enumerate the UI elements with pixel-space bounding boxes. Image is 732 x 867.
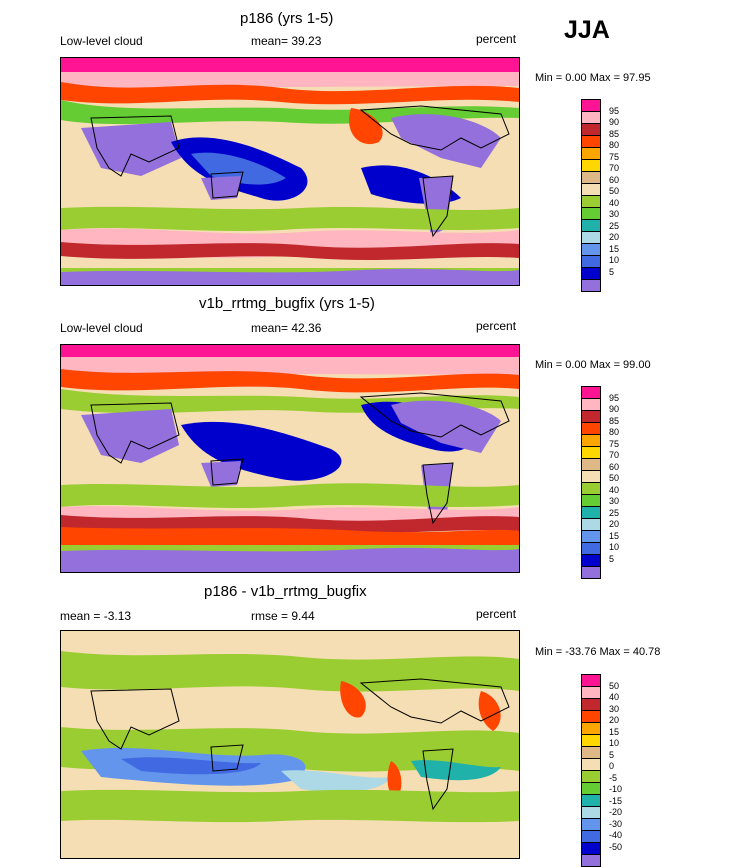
colorbar-label: 50 [609,680,620,691]
colorbar-label: 25 [609,220,620,231]
panel1-colorbar [581,99,601,292]
panel1-minmax: Min = 0.00 Max = 97.95 [535,72,651,84]
season-label: JJA [564,16,610,44]
colorbar-label: 10 [609,542,620,552]
panel3-title: p186 - v1b_rrtmg_bugfix [204,583,367,600]
colorbar-label: 95 [609,105,620,116]
colorbar-label: 15 [609,243,620,254]
panel3-mean: mean = -3.13 [60,609,132,623]
panel2-title: v1b_rrtmg_bugfix (yrs 1-5) [199,295,375,312]
colorbar-label: 70 [609,450,620,460]
panel3-colorbar [581,674,601,867]
colorbar-label: 40 [609,692,620,702]
colorbar-label: 40 [609,197,620,208]
colorbar-label: -30 [609,818,623,829]
colorbar-label: 80 [609,140,620,150]
panel1-title: p186 (yrs 1-5) [240,10,334,27]
panel3-rmse: rmse = 9.44 [251,609,315,623]
colorbar-label: 25 [609,507,620,518]
colorbar-label: 85 [609,415,620,426]
colorbar-label: 0 [609,761,615,771]
colorbar-label: 50 [609,186,620,196]
colorbar-label: 75 [609,438,620,449]
colorbar-label: 20 [609,519,620,529]
colorbar-swatch [581,279,601,292]
colorbar-label: 5 [609,749,615,760]
colorbar-label: 30 [609,496,620,506]
colorbar-label: -50 [609,841,623,852]
panel2-minmax: Min = 0.00 Max = 99.00 [535,359,651,371]
colorbar-label: 60 [609,174,620,185]
panel3-minmax: Min = -33.76 Max = 40.78 [535,646,661,658]
colorbar-label: 5 [609,553,615,564]
colorbar-label: 30 [609,703,620,714]
colorbar-label: 75 [609,151,620,162]
colorbar-label: 10 [609,255,620,265]
panel2-map-field [61,345,519,572]
colorbar-label: 95 [609,392,620,403]
colorbar-label: 5 [609,266,615,277]
colorbar-label: 10 [609,738,620,748]
colorbar-label: 15 [609,726,620,737]
panel2-colorbar [581,386,601,579]
colorbar-label: 85 [609,128,620,139]
colorbar-label: -10 [609,784,623,794]
colorbar-label: -40 [609,830,623,840]
panel1-mean: mean= 39.23 [251,34,322,48]
panel1-map [60,57,520,286]
colorbar-label: 50 [609,473,620,483]
colorbar-label: 30 [609,209,620,219]
colorbar-label: -15 [609,795,623,806]
panel2-mean: mean= 42.36 [251,321,322,335]
panel3-units: percent [476,607,517,621]
colorbar-label: 40 [609,484,620,495]
colorbar-label: 70 [609,163,620,173]
colorbar-label: 20 [609,232,620,242]
colorbar-label: 60 [609,461,620,472]
colorbar-label: 90 [609,117,620,127]
colorbar-label: 80 [609,427,620,437]
panel2-units: percent [476,319,517,333]
panel3-map-field [61,631,519,858]
panel2-map [60,344,520,573]
panel1-map-field [61,58,519,285]
colorbar-swatch [581,566,601,579]
colorbar-label: 90 [609,404,620,414]
colorbar-label: -20 [609,807,623,817]
colorbar-label: 20 [609,715,620,725]
colorbar-label: -5 [609,772,618,783]
panel2-left-label: Low-level cloud [60,321,143,335]
colorbar-swatch [581,854,601,867]
panel1-left-label: Low-level cloud [60,34,143,48]
colorbar-label: 15 [609,530,620,541]
panel1-units: percent [476,32,517,46]
panel3-map [60,630,520,859]
